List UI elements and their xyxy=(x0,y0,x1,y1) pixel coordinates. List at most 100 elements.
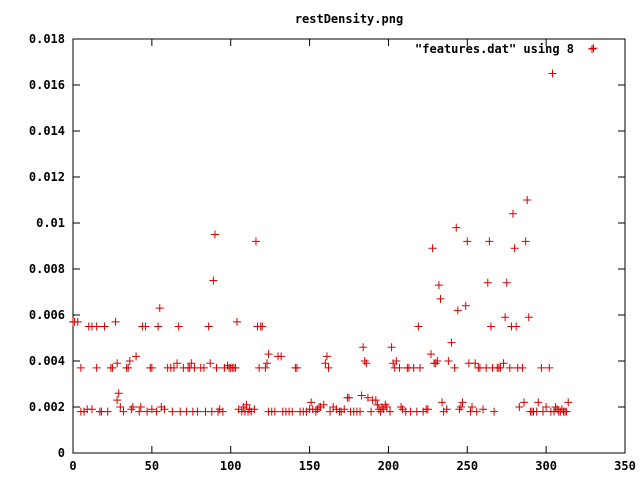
data-point xyxy=(113,359,122,368)
data-point xyxy=(135,407,144,416)
data-point xyxy=(520,398,529,407)
data-point xyxy=(562,407,571,416)
data-point xyxy=(76,363,85,372)
data-point xyxy=(486,322,495,331)
data-point xyxy=(92,363,101,372)
data-point xyxy=(231,363,240,372)
data-point xyxy=(132,352,141,361)
data-point xyxy=(251,237,260,246)
data-point xyxy=(262,359,271,368)
data-point xyxy=(218,407,227,416)
data-point xyxy=(345,393,353,402)
x-tick-label: 300 xyxy=(535,459,557,473)
data-point xyxy=(212,363,221,372)
data-point xyxy=(452,223,461,232)
data-point xyxy=(438,398,447,407)
data-point xyxy=(447,338,456,347)
data-point xyxy=(356,407,365,416)
data-point xyxy=(367,407,376,416)
data-point xyxy=(490,407,499,416)
legend-marker-plus xyxy=(588,45,596,53)
data-point xyxy=(233,317,242,326)
data-point xyxy=(357,391,366,400)
data-point xyxy=(589,44,598,53)
data-point xyxy=(322,352,331,361)
data-point xyxy=(169,363,178,372)
data-point xyxy=(510,244,519,253)
data-point xyxy=(427,350,436,359)
data-point xyxy=(154,322,163,331)
data-point xyxy=(250,405,259,414)
data-point xyxy=(307,398,316,407)
x-tick-label: 150 xyxy=(299,459,321,473)
x-tick-label: 100 xyxy=(220,459,242,473)
data-point xyxy=(428,244,437,253)
data-point xyxy=(321,359,330,368)
data-point xyxy=(387,343,396,352)
data-point xyxy=(545,363,554,372)
data-point xyxy=(415,363,424,372)
data-point xyxy=(471,359,480,368)
y-tick-label: 0 xyxy=(58,446,65,460)
data-point xyxy=(277,352,286,361)
y-tick-label: 0.004 xyxy=(29,354,65,368)
data-point xyxy=(209,276,218,285)
data-point xyxy=(113,396,122,405)
data-point xyxy=(524,313,533,322)
data-point xyxy=(155,304,164,313)
data-point xyxy=(505,363,514,372)
data-point xyxy=(392,357,401,365)
data-point xyxy=(362,359,371,368)
y-tick-label: 0.01 xyxy=(36,216,65,230)
y-tick-label: 0.006 xyxy=(29,308,65,322)
x-tick-label: 200 xyxy=(378,459,400,473)
data-point xyxy=(141,322,150,331)
data-point xyxy=(210,230,219,239)
data-point xyxy=(548,69,557,78)
data-point xyxy=(111,317,120,326)
data-point xyxy=(206,359,215,368)
data-point xyxy=(116,403,125,411)
data-point xyxy=(193,407,202,416)
data-point xyxy=(521,237,530,246)
data-point xyxy=(187,359,196,368)
data-point xyxy=(468,403,477,411)
data-point xyxy=(564,398,573,407)
chart-title: restDensity.png xyxy=(295,12,403,26)
data-point xyxy=(242,400,251,409)
data-point xyxy=(147,405,156,414)
data-point xyxy=(434,281,443,290)
y-tick-label: 0.002 xyxy=(29,400,65,414)
data-point xyxy=(501,313,510,322)
data-point xyxy=(147,363,156,372)
data-point xyxy=(461,301,470,310)
data-points xyxy=(69,44,598,416)
data-point xyxy=(453,306,462,315)
data-point xyxy=(458,398,467,407)
data-point xyxy=(288,407,297,416)
data-point xyxy=(128,403,137,411)
data-point xyxy=(152,407,161,416)
data-point xyxy=(359,343,368,352)
data-point xyxy=(395,363,404,372)
data-point xyxy=(518,363,527,372)
data-point xyxy=(523,196,532,204)
data-point xyxy=(174,322,183,331)
data-point xyxy=(537,363,546,372)
legend: "features.dat" using 8 xyxy=(415,42,596,56)
data-point xyxy=(340,405,349,414)
data-point xyxy=(143,407,152,416)
data-point xyxy=(433,357,442,365)
data-point xyxy=(499,359,508,368)
data-point xyxy=(92,322,101,331)
data-point xyxy=(87,405,96,414)
y-tick-label: 0.012 xyxy=(29,170,65,184)
data-point xyxy=(386,407,395,416)
data-point xyxy=(373,400,382,409)
data-point xyxy=(414,322,423,331)
data-point xyxy=(450,363,459,372)
x-tick-label: 50 xyxy=(145,459,159,473)
data-point xyxy=(108,363,117,372)
data-point xyxy=(456,403,465,411)
